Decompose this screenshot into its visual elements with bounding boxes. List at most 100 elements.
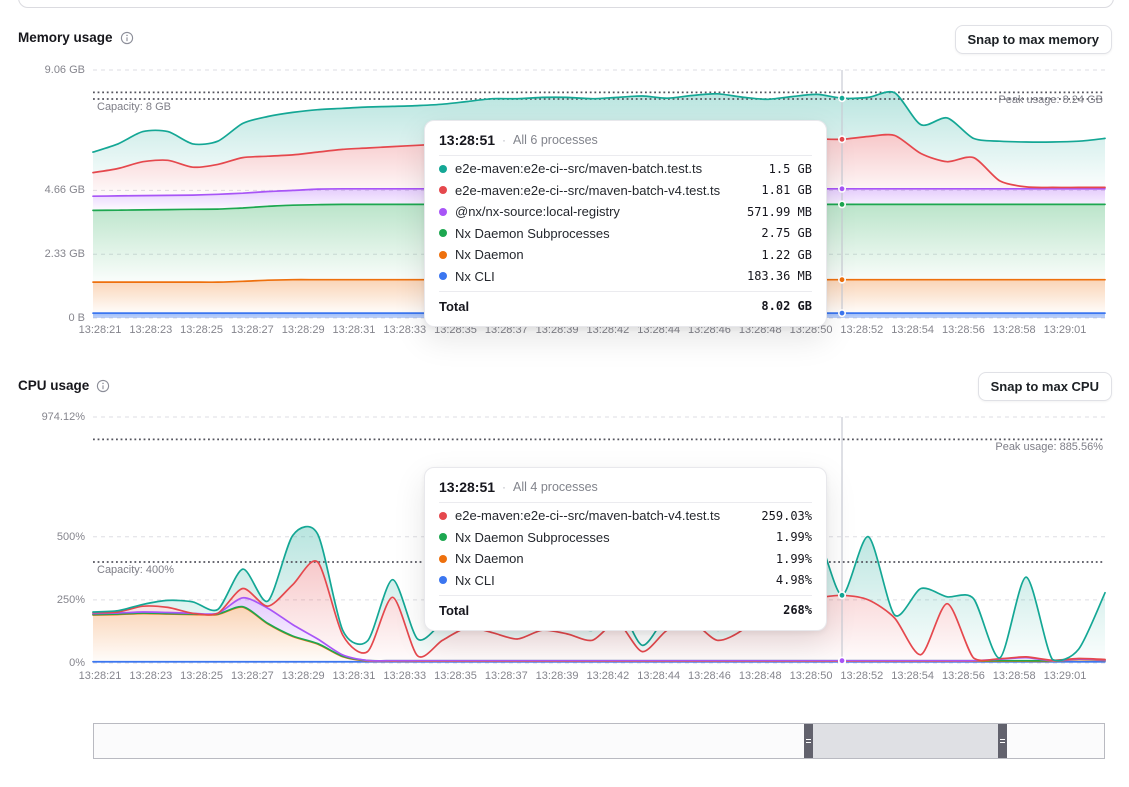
tooltip-process-row: Nx Daemon 1.22 GB (439, 244, 812, 266)
process-name: @nx/nx-source:local-registry (455, 204, 620, 220)
x-axis-tick-label: 13:28:42 (586, 670, 630, 682)
tooltip-process-row: Nx Daemon Subprocesses 1.99% (439, 527, 812, 549)
process-value: 1.81 GB (761, 183, 812, 198)
process-name: Nx CLI (455, 572, 495, 588)
x-axis-tick-label: 13:28:31 (332, 670, 376, 682)
process-value: 571.99 MB (746, 204, 812, 219)
process-value: 4.98% (775, 573, 812, 588)
cpu-peak-label: Peak usage: 885.56% (995, 441, 1103, 454)
series-color-dot (439, 511, 447, 520)
y-axis-tick-label: 9.06 GB (44, 64, 85, 76)
tooltip-total-value: 8.02 GB (761, 299, 812, 313)
tooltip-process-row: e2e-maven:e2e-ci--src/maven-batch-v4.tes… (439, 180, 812, 202)
process-name: Nx Daemon (455, 247, 524, 263)
x-axis-tick-label: 13:28:35 (434, 324, 477, 336)
x-axis-tick-label: 13:28:52 (840, 324, 884, 336)
process-value: 183.36 MB (746, 269, 812, 284)
x-axis-tick-label: 13:28:29 (281, 670, 325, 682)
x-axis-tick-label: 13:28:25 (180, 324, 223, 336)
tooltip-subtitle: All 4 processes (513, 480, 598, 494)
memory-title-text: Memory usage (18, 30, 113, 45)
series-color-dot (439, 229, 447, 238)
x-axis-tick-label: 13:28:52 (840, 670, 884, 682)
snap-to-max-memory-button[interactable]: Snap to max memory (954, 25, 1112, 54)
process-value: 1.99% (775, 551, 812, 566)
x-axis-tick-label: 13:28:48 (738, 324, 782, 336)
x-axis-tick-label: 13:29:01 (1043, 324, 1087, 336)
brush-right-handle[interactable] (998, 724, 1008, 758)
tooltip-total-row: Total 8.02 GB (439, 291, 812, 318)
x-axis-tick-label: 13:28:35 (434, 670, 477, 682)
process-name: Nx Daemon (455, 551, 524, 567)
x-axis-tick-label: 13:28:33 (383, 670, 427, 682)
x-axis-tick-label: 13:28:56 (941, 324, 985, 336)
x-axis-tick-label: 13:28:46 (688, 670, 731, 682)
x-axis-tick-label: 13:28:27 (230, 670, 274, 682)
x-axis-tick-label: 13:28:39 (535, 670, 579, 682)
x-axis-tick-label: 13:28:37 (484, 324, 528, 336)
y-axis-tick-label: 250% (56, 593, 85, 606)
info-icon[interactable] (96, 379, 110, 393)
tooltip-process-row: e2e-maven:e2e-ci--src/maven-batch-v4.tes… (439, 505, 812, 527)
series-color-dot (439, 576, 447, 585)
snap-to-max-cpu-button[interactable]: Snap to max CPU (977, 372, 1112, 401)
tooltip-process-row: @nx/nx-source:local-registry 571.99 MB (439, 201, 812, 223)
x-axis-tick-label: 13:28:56 (941, 670, 985, 682)
memory-peak-label: Peak usage: 8.24 GB (998, 94, 1103, 107)
y-axis-tick-label: 974.12% (41, 411, 85, 423)
tooltip-time: 13:28:51 (439, 479, 496, 495)
x-axis-tick-label: 13:28:42 (586, 324, 630, 336)
process-value: 259.03% (761, 508, 812, 523)
series-color-dot (439, 164, 447, 173)
info-icon[interactable] (120, 31, 134, 45)
cpu-tooltip: 13:28:51 · All 4 processes e2e-maven:e2e… (424, 467, 827, 631)
x-axis-tick-label: 13:28:39 (535, 324, 579, 336)
x-axis-tick-label: 13:28:58 (992, 670, 1036, 682)
y-axis-tick-label: 0 B (68, 312, 85, 324)
y-axis-tick-label: 0% (69, 657, 85, 669)
y-axis-tick-label: 4.66 GB (44, 184, 85, 197)
x-axis-tick-label: 13:28:21 (78, 670, 122, 682)
x-axis-tick-label: 13:28:27 (230, 324, 274, 336)
x-axis-tick-label: 13:28:33 (383, 324, 427, 336)
series-color-dot (439, 272, 447, 281)
x-axis-tick-label: 13:28:50 (789, 324, 833, 336)
x-axis-tick-label: 13:28:37 (484, 670, 528, 682)
tooltip-total-value: 268% (783, 603, 812, 617)
tooltip-header: 13:28:51 · All 4 processes (439, 477, 812, 503)
process-name: e2e-maven:e2e-ci--src/maven-batch-v4.tes… (455, 182, 721, 198)
x-axis-tick-label: 13:28:54 (891, 670, 935, 682)
process-name: e2e-maven:e2e-ci--src/maven-batch-v4.tes… (455, 508, 721, 524)
brush-selection[interactable] (804, 724, 1008, 758)
tooltip-process-row: Nx CLI 4.98% (439, 570, 812, 592)
x-axis-tick-label: 13:28:23 (129, 670, 173, 682)
tooltip-total-label: Total (439, 602, 470, 618)
process-value: 1.5 GB (768, 161, 812, 176)
tooltip-total-row: Total 268% (439, 595, 812, 622)
timeline-brush[interactable] (93, 723, 1105, 759)
process-value: 2.75 GB (761, 226, 812, 241)
previous-panel-bottom-edge (18, 0, 1114, 8)
cpu-capacity-label: Capacity: 400% (97, 563, 175, 576)
cpu-section-title: CPU usage (18, 378, 110, 393)
tooltip-header: 13:28:51 · All 6 processes (439, 130, 812, 156)
process-name: Nx Daemon Subprocesses (455, 225, 610, 241)
x-axis-tick-label: 13:28:58 (992, 324, 1036, 336)
series-color-dot (439, 250, 447, 259)
tooltip-subtitle: All 6 processes (513, 133, 598, 147)
process-value: 1.22 GB (761, 247, 812, 262)
process-name: e2e-maven:e2e-ci--src/maven-batch.test.t… (455, 161, 703, 177)
brush-left-handle[interactable] (804, 724, 814, 758)
tooltip-time: 13:28:51 (439, 132, 496, 148)
memory-tooltip: 13:28:51 · All 6 processes e2e-maven:e2e… (424, 120, 827, 327)
x-axis-tick-label: 13:28:48 (738, 670, 782, 682)
x-axis-tick-label: 13:28:31 (332, 324, 376, 336)
x-axis-tick-label: 13:28:21 (78, 324, 122, 336)
tooltip-process-row: e2e-maven:e2e-ci--src/maven-batch.test.t… (439, 158, 812, 180)
series-color-dot (439, 533, 447, 542)
x-axis-tick-label: 13:28:44 (637, 324, 681, 336)
tooltip-process-row: Nx CLI 183.36 MB (439, 266, 812, 288)
process-name: Nx Daemon Subprocesses (455, 529, 610, 545)
memory-section-title: Memory usage (18, 30, 134, 45)
